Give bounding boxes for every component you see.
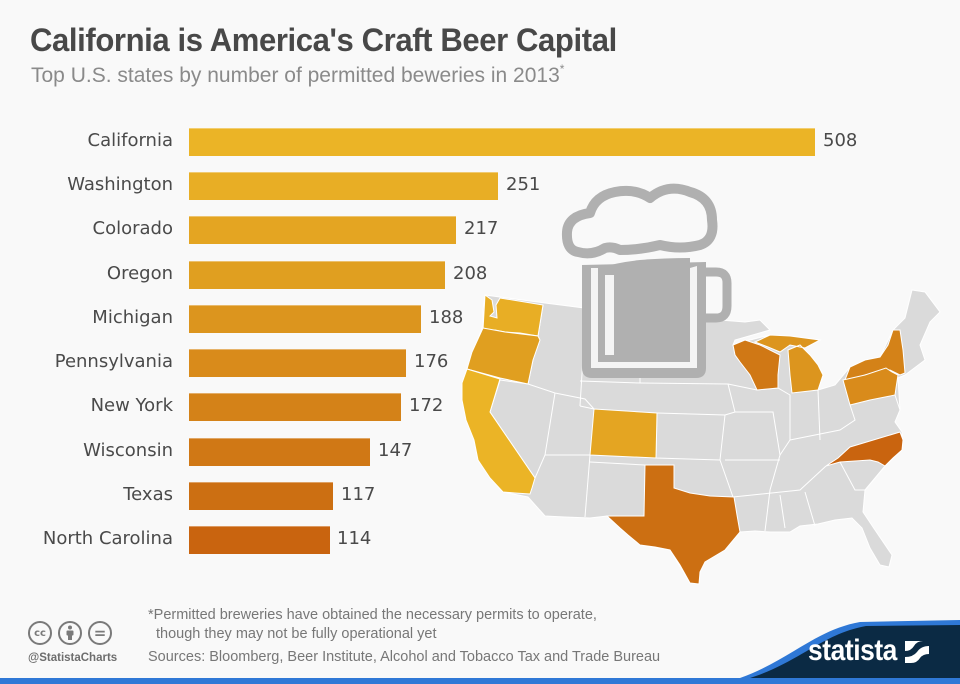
statista-logo-icon[interactable] (905, 641, 929, 663)
bar-value: 208 (453, 263, 488, 284)
bar-label: Michigan (92, 307, 173, 328)
subtitle-footnote-marker: * (559, 62, 565, 76)
bar (189, 128, 815, 156)
twitter-handle[interactable]: @StatistaCharts (28, 652, 118, 664)
state-michigan (753, 334, 824, 394)
state-wisconsin (732, 339, 781, 391)
statista-logo-text[interactable]: statista (808, 634, 897, 667)
person-icon (66, 625, 74, 640)
bar-row-north-carolina: North Carolina 114 (0, 526, 900, 554)
bar-label: North Carolina (42, 528, 173, 549)
state-colorado (589, 408, 658, 459)
bar (189, 349, 406, 377)
state-california (461, 368, 536, 495)
bar-label: Texas (123, 484, 173, 505)
bar-value: 217 (464, 218, 499, 239)
beer-mug-icon (561, 183, 732, 378)
bar (189, 482, 333, 510)
chart-subtitle: Top U.S. states by number of permitted b… (31, 62, 565, 88)
bar-row-new-york: New York 172 (0, 393, 900, 421)
bar-value: 117 (341, 484, 376, 505)
bar-label: Washington (67, 174, 173, 195)
footnote-line-2: though they may not be fully operational… (156, 626, 437, 642)
bar-value: 251 (506, 174, 541, 195)
bar-label: New York (90, 395, 173, 416)
bar-row-pennsylvania: Pennsylvania 176 (0, 349, 900, 377)
by-icon (58, 621, 82, 645)
bar-label: Pennsylvania (54, 351, 173, 372)
bar-value: 188 (429, 307, 464, 328)
bar (189, 216, 456, 244)
highlighted-states (461, 294, 906, 585)
state-pennsylvania (842, 367, 899, 406)
bar-value: 114 (337, 528, 372, 549)
bar-label: Colorado (92, 218, 173, 239)
bar-row-wisconsin: Wisconsin 147 (0, 438, 900, 466)
bar-row-washington: Washington 251 (0, 172, 900, 200)
license-icons[interactable]: cc = (28, 621, 112, 649)
footnote-line-1: *Permitted breweries have obtained the n… (148, 607, 597, 623)
footer-swoosh (0, 620, 960, 684)
bar (189, 305, 421, 333)
bar (189, 172, 498, 200)
bar-value: 147 (378, 440, 413, 461)
sources: Sources: Bloomberg, Beer Institute, Alco… (148, 649, 661, 665)
cc-icon: cc (28, 621, 52, 645)
bar-row-oregon: Oregon 208 (0, 261, 900, 289)
nd-icon: = (88, 621, 112, 645)
bar (189, 393, 401, 421)
bar-value: 176 (414, 351, 449, 372)
bar-label: Oregon (106, 263, 173, 284)
bar (189, 526, 330, 554)
bar-row-texas: Texas 117 (0, 482, 900, 510)
bar (189, 261, 445, 289)
subtitle-text: Top U.S. states by number of permitted b… (31, 64, 560, 87)
bar-row-michigan: Michigan 188 (0, 305, 900, 333)
bar-row-colorado: Colorado 217 (0, 216, 900, 244)
bar (189, 438, 370, 466)
bar-label: Wisconsin (83, 440, 173, 461)
bar-value: 508 (823, 130, 858, 151)
bar-value: 172 (409, 395, 444, 416)
state-texas (605, 464, 741, 585)
chart-title: California is America's Craft Beer Capit… (30, 22, 617, 58)
bar-label: California (87, 130, 173, 151)
state-north-carolina (825, 431, 904, 467)
footnote: *Permitted breweries have obtained the n… (148, 606, 597, 644)
bar-row-california: California 508 (0, 128, 900, 156)
state-oregon (466, 327, 541, 385)
